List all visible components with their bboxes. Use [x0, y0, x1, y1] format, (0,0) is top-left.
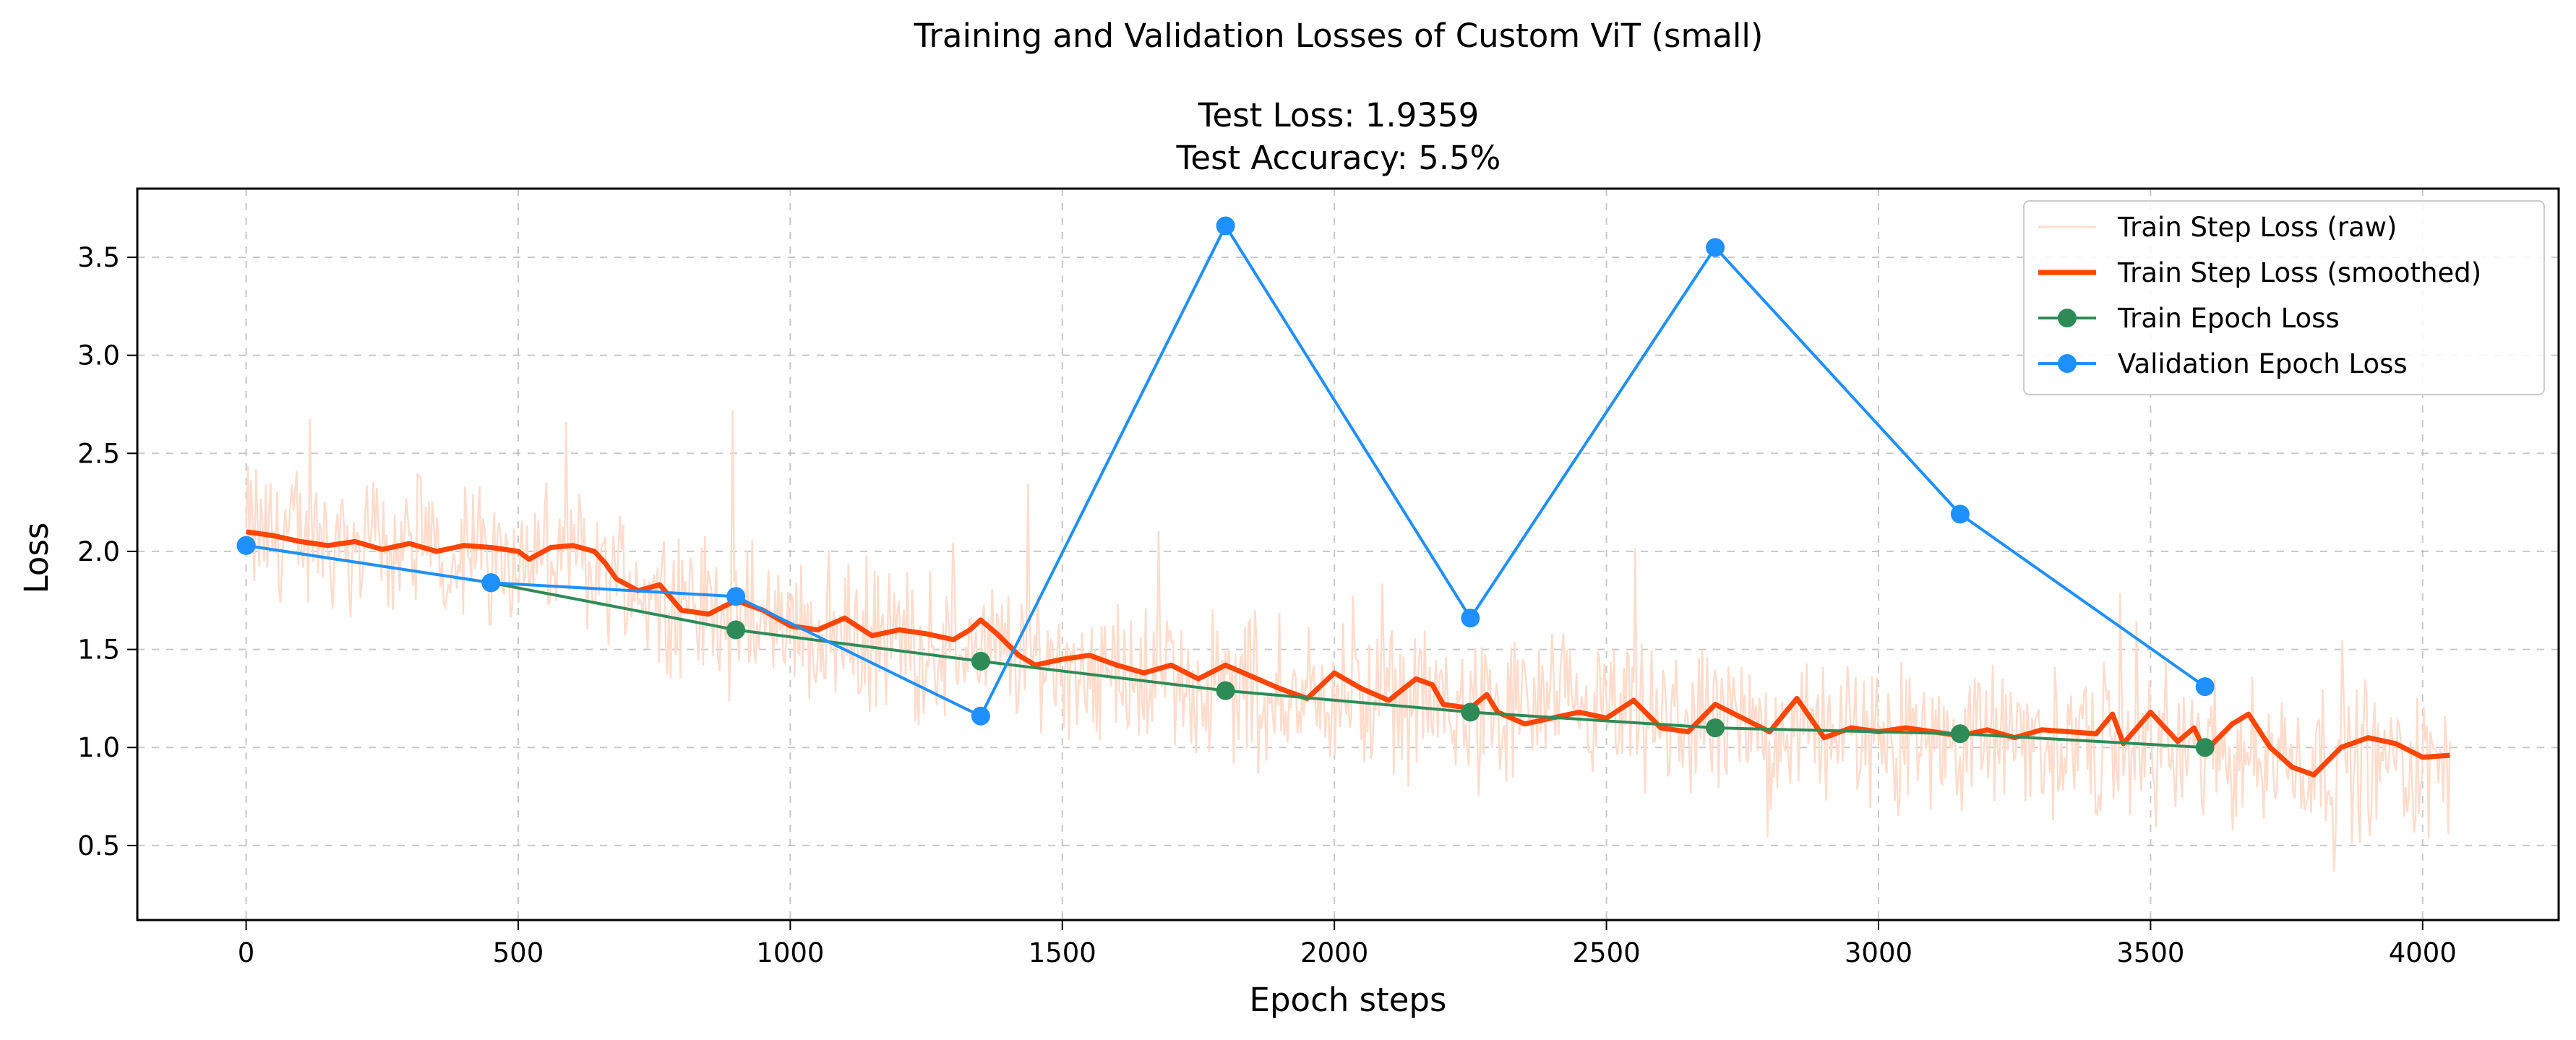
train-epoch-point: [1706, 718, 1725, 738]
y-tick-label: 1.5: [77, 635, 120, 666]
x-tick-label: 4000: [2389, 937, 2457, 968]
series-smoothed-train-step-loss: [246, 529, 2450, 778]
plot-frame: [136, 187, 2560, 921]
x-tick-label: 2000: [1300, 937, 1368, 968]
x-tick-label: 2500: [1572, 937, 1640, 968]
x-tick-label: 0: [238, 937, 255, 968]
legend-label-smoothed: Train Step Loss (smoothed): [2117, 257, 2481, 288]
train-epoch-point: [971, 651, 990, 671]
legend-marker-train-epoch: [2058, 309, 2077, 327]
train-epoch-point: [1461, 702, 1480, 722]
train-epoch-point: [2195, 738, 2215, 757]
series-raw-train-step-loss: [245, 410, 2451, 872]
x-tick-label: 3000: [1845, 937, 1912, 968]
validation-epoch-point: [236, 536, 256, 555]
x-tick-label: 500: [493, 937, 544, 968]
validation-epoch-point: [726, 587, 746, 606]
legend-label-raw: Train Step Loss (raw): [2117, 212, 2397, 243]
legend-marker-validation-epoch: [2058, 354, 2077, 373]
chart-title: Training and Validation Losses of Custom…: [914, 17, 1764, 55]
y-axis-ticks: 0.5 1.0 1.5 2.0 2.5 3.0 3.5: [77, 242, 137, 861]
y-tick-label: 3.5: [77, 242, 120, 273]
x-tick-label: 1500: [1029, 937, 1096, 968]
y-tick-label: 3.0: [77, 340, 120, 371]
validation-epoch-point: [1950, 504, 1970, 524]
raw-loss-line: [245, 410, 2451, 872]
legend-label-train-epoch: Train Epoch Loss: [2117, 303, 2340, 334]
y-tick-label: 2.0: [77, 536, 120, 567]
chart-subtitle-test-loss: Test Loss: 1.9359: [1198, 96, 1480, 134]
train-epoch-point: [726, 620, 746, 640]
x-tick-label: 1000: [756, 937, 824, 968]
validation-epoch-point: [481, 573, 501, 593]
train-epoch-point: [1950, 724, 1970, 744]
y-axis-label: Loss: [17, 523, 56, 594]
validation-epoch-point: [2195, 677, 2215, 697]
validation-epoch-point: [1461, 609, 1480, 628]
x-axis-label: Epoch steps: [1250, 981, 1447, 1019]
train-epoch-point: [1216, 681, 1235, 700]
x-tick-label: 3500: [2116, 937, 2184, 968]
chart-subtitle-test-accuracy: Test Accuracy: 5.5%: [1176, 139, 1501, 177]
legend-label-validation-epoch: Validation Epoch Loss: [2118, 348, 2408, 379]
y-tick-label: 2.5: [77, 438, 120, 469]
legend-box: [2023, 200, 2545, 395]
series-validation-epoch-loss: [236, 216, 2215, 726]
smoothed-loss-line: [246, 529, 2450, 778]
y-tick-label: 1.0: [77, 732, 120, 763]
legend: Train Step Loss (raw) Train Step Loss (s…: [2023, 200, 2545, 395]
validation-epoch-point: [971, 706, 990, 726]
validation-epoch-point: [1216, 216, 1235, 236]
x-axis-ticks: 0 500 1000 1500 2000 2500 3000 3500 4000: [238, 920, 2457, 968]
y-tick-label: 0.5: [77, 830, 120, 861]
validation-epoch-point: [1706, 238, 1725, 257]
